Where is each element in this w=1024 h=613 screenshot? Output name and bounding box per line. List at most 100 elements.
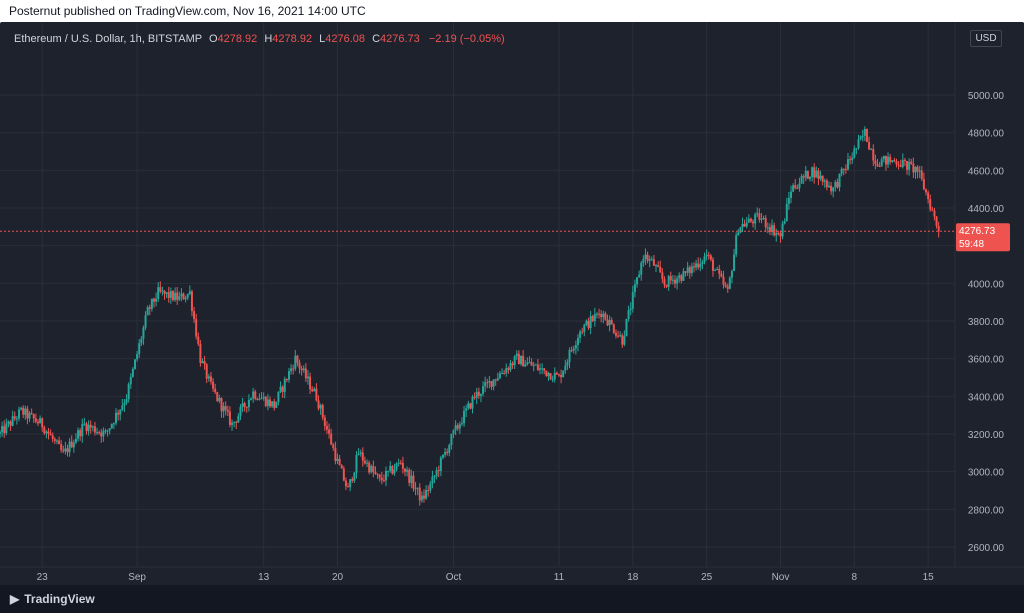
candle-body [937,225,940,232]
candle-body [825,180,828,188]
candle-body [494,379,497,381]
candle-body [505,368,508,374]
candle-body [775,233,778,236]
brand-name[interactable]: TradingView [24,592,95,606]
candle-body [764,217,767,228]
candle-body [745,222,748,227]
candle-body [458,424,461,429]
candle-body [574,344,577,349]
candle-body [357,453,360,455]
candle-body [393,469,396,474]
candle-body [659,266,662,273]
candle-body [296,355,299,363]
candle-body [507,368,510,370]
candle-body [292,368,295,370]
candle-body [444,451,447,455]
candle-body [676,278,679,284]
candle-body [648,259,651,261]
candle-body [55,440,58,442]
currency-button[interactable]: USD [970,30,1002,47]
candle-body [730,270,733,278]
candle-body [766,227,769,229]
candle-body [209,376,212,382]
candle-body [433,476,436,478]
candle-body [190,291,193,312]
candle-body [528,362,531,364]
candle-body [935,216,938,226]
candle-body [621,335,624,345]
candle-body [553,372,556,380]
candle-body [332,444,335,448]
candle-body [823,180,826,182]
candle-body [382,480,385,482]
candle-body [361,452,364,461]
candle-body [169,291,172,298]
candle-body [93,426,96,433]
x-tick-label: 15 [923,572,935,583]
candle-body [456,425,459,429]
candle-body [526,362,529,365]
candle-body [585,320,588,325]
candle-body [199,343,202,363]
candle-body [397,462,400,464]
candle-body [690,266,693,274]
candle-body [876,164,879,167]
chart-frame[interactable]: 5000.004800.004600.004400.004200.004000.… [0,22,1024,613]
candle-body [891,160,894,162]
candle-body [627,309,630,319]
candle-body [583,324,586,332]
candle-body [26,408,29,419]
price-chart[interactable]: 5000.004800.004600.004400.004200.004000.… [0,22,1024,585]
candle-body [437,470,440,472]
candle-body [441,454,444,458]
candle-body [193,311,196,320]
x-tick-label: 25 [701,572,713,583]
candle-body [188,291,191,294]
candle-body [30,413,33,415]
candle-body [783,221,786,224]
candle-body [838,173,841,188]
candle-body [53,439,56,441]
candle-body [298,362,301,369]
candle-body [43,427,46,434]
publish-info-bar: Posternut published on TradingView.com, … [0,0,1024,22]
candle-body [102,430,105,437]
candle-body [636,277,639,285]
candle-body [243,403,246,407]
candles[interactable] [0,126,940,506]
candle-body [104,430,107,432]
candle-body [271,401,274,407]
candle-body [125,399,128,403]
candle-body [399,462,402,464]
candle-body [703,256,706,263]
candle-body [517,353,520,365]
candle-body [889,156,892,162]
candle-body [524,364,527,367]
candle-body [899,165,902,167]
candle-body [176,292,179,300]
candle-body [22,407,25,415]
candle-body [269,399,271,407]
candle-body [418,487,421,501]
candle-body [347,486,350,488]
candle-body [195,319,198,337]
candle-body [743,223,746,227]
candle-body [602,313,605,318]
price-axis[interactable] [955,22,1024,585]
candle-body [501,373,504,375]
symbol-title[interactable]: Ethereum / U.S. Dollar, 1h, BITSTAMP [14,33,202,45]
candle-body [64,448,67,452]
candle-body [306,376,309,379]
candle-body [62,450,65,452]
high-value: 4278.92 [272,33,313,45]
candle-body [699,264,702,268]
candle-body [482,386,485,394]
candle-body [231,422,234,425]
candle-body [557,374,560,376]
candle-body [17,409,20,419]
candle-body [511,363,514,365]
candle-body [568,350,571,363]
candle-body [625,318,628,337]
candle-body [304,368,307,379]
candle-body [916,166,919,172]
